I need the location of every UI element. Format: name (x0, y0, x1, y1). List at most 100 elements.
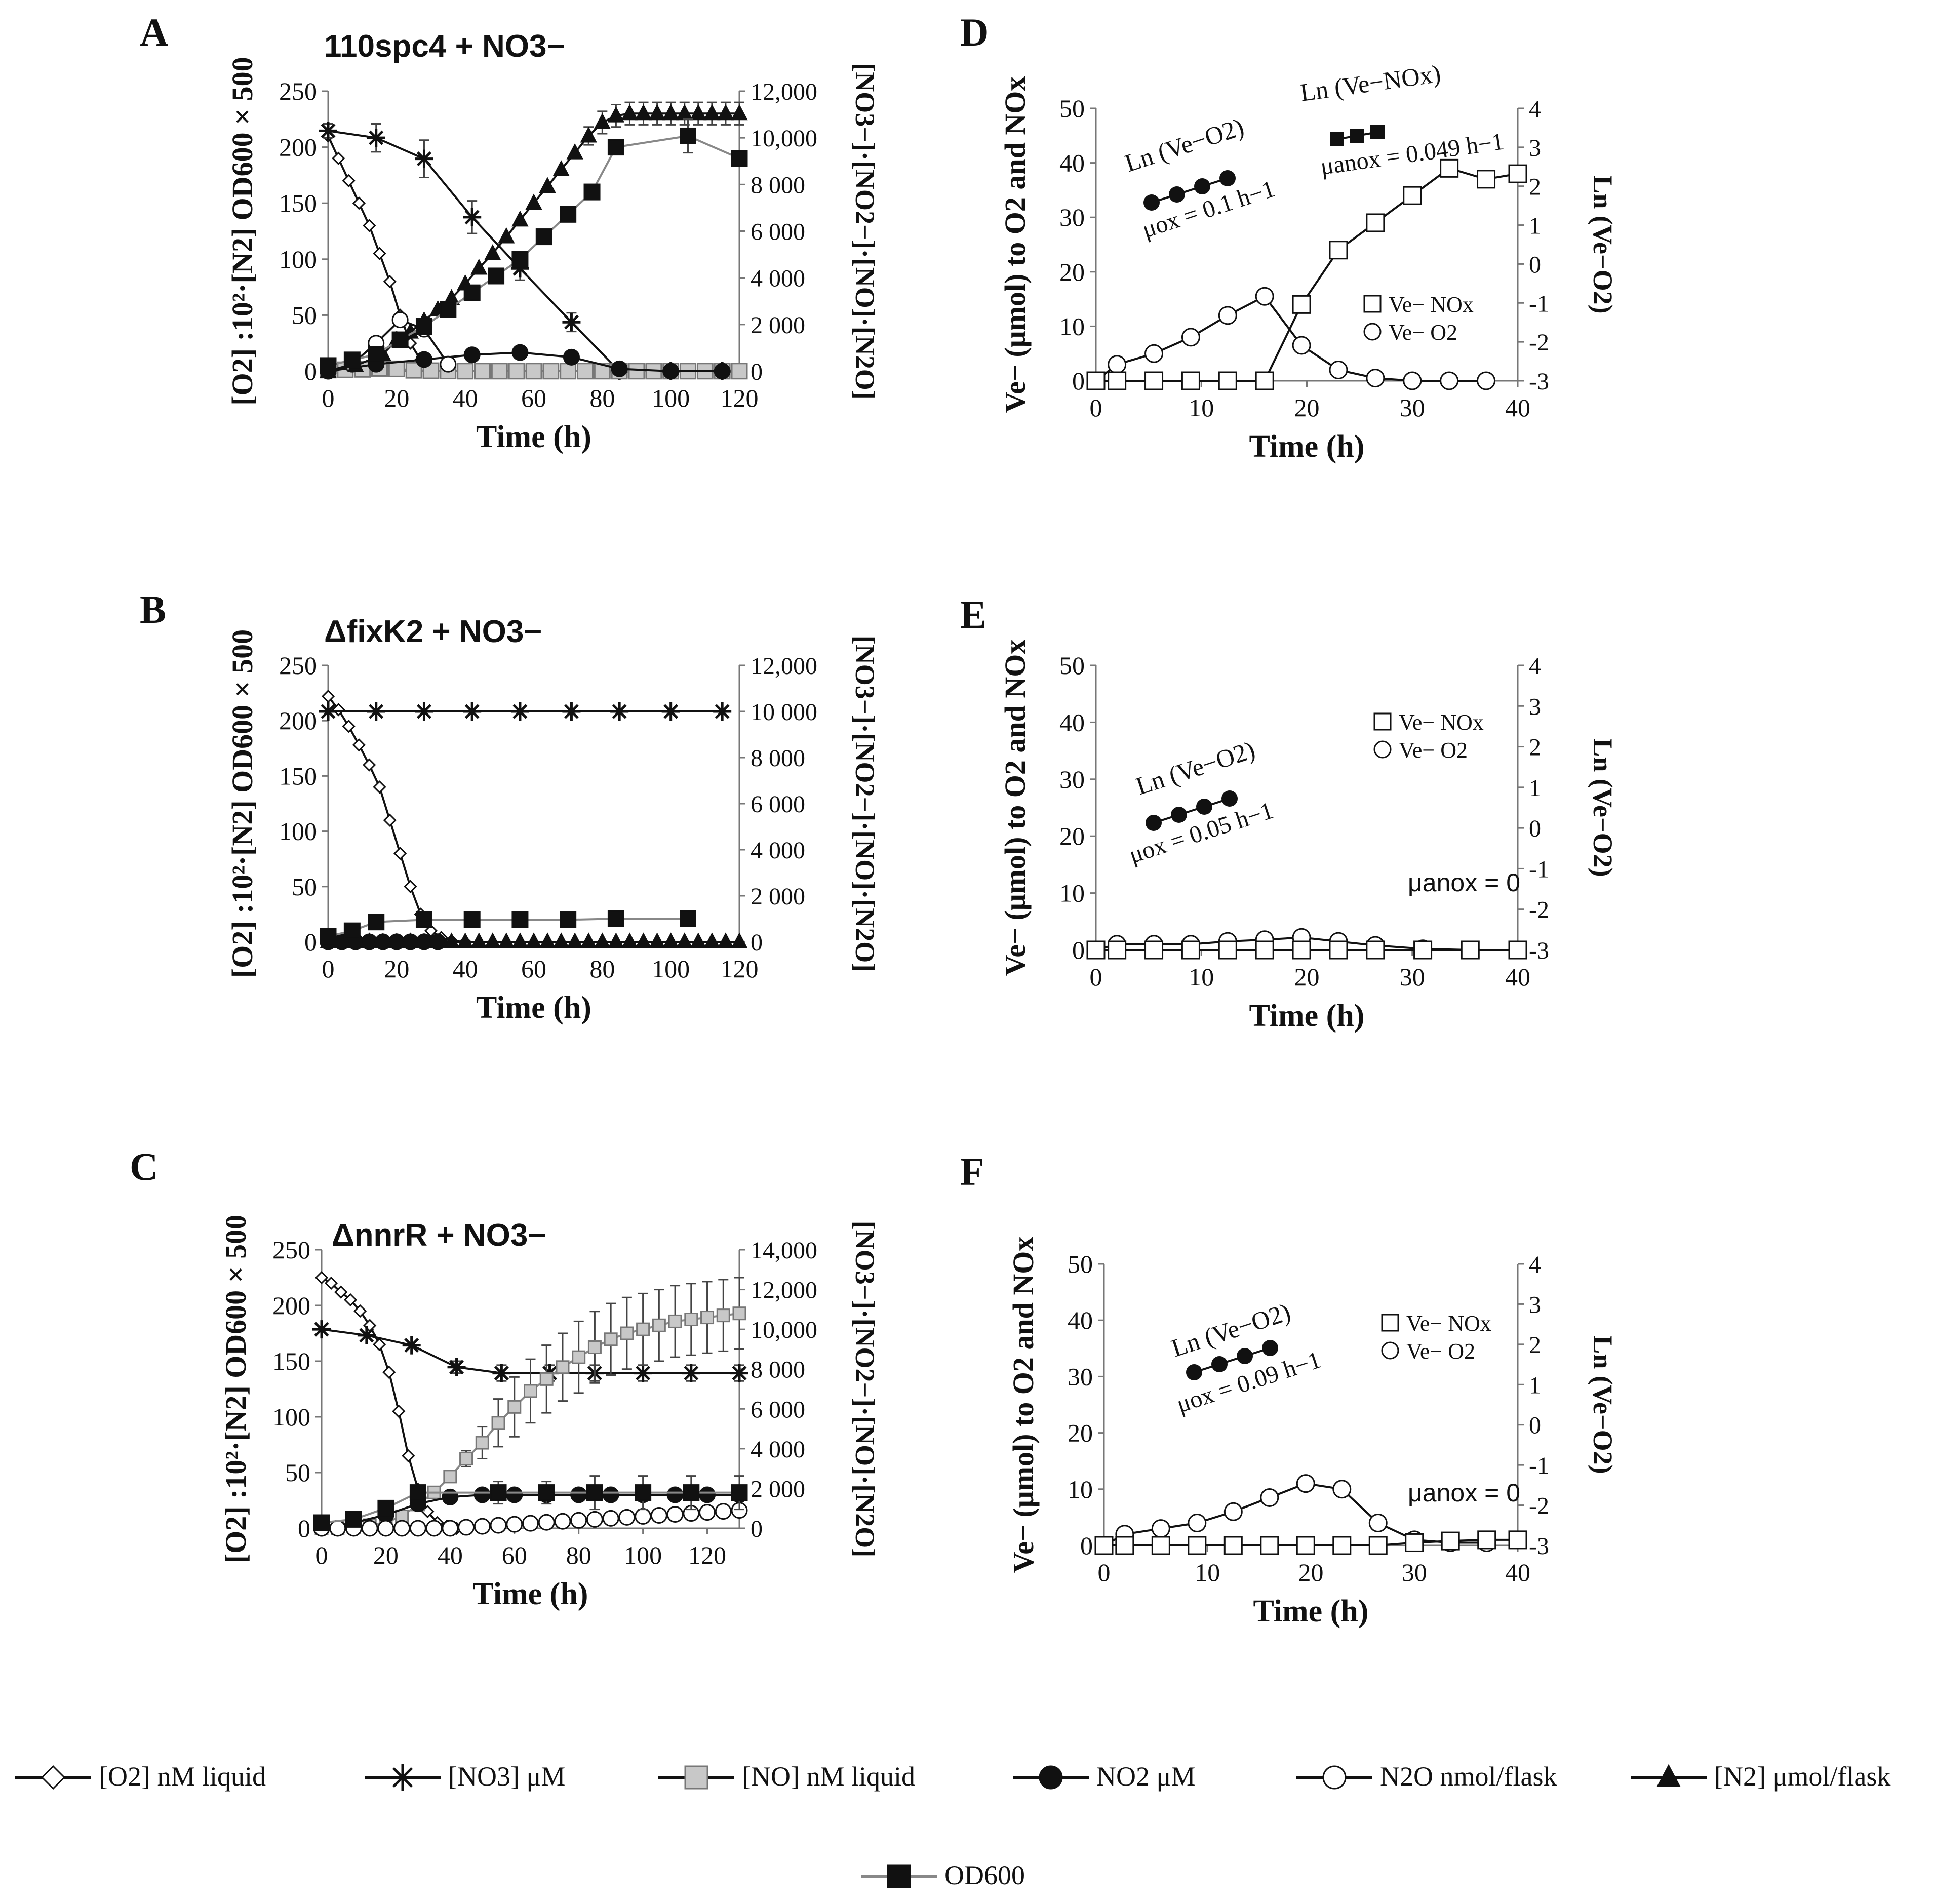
data-point (690, 104, 707, 121)
y-axis-label: Ve− (μmol) to O2 and NOx (999, 76, 1032, 413)
y-tick-label: 40 (1068, 1306, 1093, 1334)
panel-E: E 0 10 20 30 40 0 10 20 30 40 50 -3 -2 -1 0 1 2 3 4 Time (h)… (960, 592, 1618, 1033)
y2-tick-label: 0 (751, 929, 763, 956)
annotation: Ln (Ve−O2)μox = 0.1 h−1 (1121, 112, 1278, 243)
series-od (320, 118, 748, 374)
panel-letter: A (140, 10, 168, 54)
data-point (402, 1336, 421, 1355)
legend-marker (1363, 295, 1382, 313)
y2-tick-label: 4 000 (751, 265, 805, 292)
y2-tick-label: 10,000 (751, 125, 817, 152)
y2-tick-label: 8 000 (751, 172, 805, 199)
data-point (484, 244, 501, 260)
data-point (415, 149, 433, 168)
legend-label: [NO] nM liquid (742, 1761, 915, 1792)
annotation-label: Ln (Ve−O2) (1132, 735, 1258, 800)
data-point (409, 1484, 426, 1501)
y-tick-label: 50 (1068, 1250, 1093, 1278)
y2-tick-label: -2 (1529, 329, 1549, 356)
data-point (666, 1486, 684, 1503)
data-point (731, 363, 748, 380)
data-point (463, 346, 481, 364)
data-point (542, 363, 560, 380)
data-point (363, 219, 376, 232)
data-point (1368, 1536, 1388, 1555)
legend-label: OD600 (944, 1860, 1025, 1890)
data-point (699, 1486, 716, 1503)
series-line (327, 695, 465, 943)
y-tick-label: 0 (1072, 367, 1085, 395)
y2-tick-label: -1 (1529, 1452, 1549, 1479)
y-tick-label: 200 (272, 1291, 310, 1320)
data-point (1508, 940, 1527, 960)
data-point (607, 910, 624, 927)
data-point (1086, 940, 1106, 960)
y-axis-label: Ve− (μmol) to O2 and NOx (1007, 1237, 1040, 1573)
series-line (321, 1328, 739, 1374)
data-point (635, 932, 652, 948)
y-tick-label: 250 (279, 651, 317, 680)
data-point (1413, 940, 1433, 960)
data-point (352, 738, 366, 752)
series-venox (1086, 158, 1527, 390)
data-point (1332, 1480, 1352, 1499)
x-tick-label: 40 (1505, 393, 1530, 422)
data-point (490, 1517, 507, 1534)
data-point (717, 932, 734, 948)
data-point (731, 104, 748, 121)
legend-label: N2O nmol/flask (1380, 1761, 1557, 1792)
data-point (1144, 371, 1164, 390)
data-point (618, 1509, 636, 1526)
data-point (621, 104, 639, 121)
data-point (1508, 1530, 1527, 1550)
data-point (361, 933, 378, 950)
data-point (1181, 371, 1200, 390)
y2-tick-label: 0 (1529, 815, 1541, 842)
y-tick-label: 40 (1059, 708, 1085, 736)
data-point (662, 932, 680, 948)
y2-axis-label: [NO3−]·[NO2−]·[NO]·[N2O] (850, 636, 880, 972)
panel-letter: F (960, 1149, 984, 1194)
data-point (1296, 1536, 1315, 1555)
x-tick-label: 120 (721, 955, 759, 983)
data-point (357, 1326, 376, 1344)
data-point (470, 258, 488, 275)
data-point (583, 183, 601, 201)
y2-tick-label: -1 (1529, 856, 1549, 883)
y2-tick-label: -2 (1529, 1493, 1549, 1520)
legend-marker (1363, 323, 1382, 341)
series-n2o (313, 1502, 748, 1537)
legend-marker-od (887, 1864, 911, 1888)
data-point (491, 363, 508, 380)
data-point (577, 363, 594, 380)
inset-legend: Ve− NOx Ve− O2 (1363, 292, 1474, 345)
data-point (313, 1514, 330, 1531)
data-point (415, 702, 433, 721)
data-point (393, 1520, 411, 1537)
y2-axis-label: Ln (Ve−O2) (1588, 175, 1618, 313)
data-point (602, 1486, 619, 1503)
legend-marker-n2 (1656, 1764, 1681, 1787)
y-tick-label: 10 (1068, 1475, 1093, 1503)
data-point (1151, 1519, 1170, 1538)
data-point (1223, 1502, 1243, 1521)
data-point (377, 1520, 394, 1537)
data-point (352, 196, 366, 210)
data-point (367, 129, 385, 147)
y-tick-label: 30 (1059, 765, 1085, 794)
data-point (447, 1358, 466, 1376)
y-tick-label: 200 (279, 133, 317, 162)
data-point (511, 344, 529, 361)
annotation-marker (1370, 125, 1385, 139)
panel-letter: B (140, 587, 166, 631)
annotation-marker (1330, 132, 1344, 146)
data-point (312, 1320, 331, 1339)
data-point (525, 193, 542, 210)
data-point (1218, 306, 1237, 325)
data-point (1477, 1530, 1496, 1550)
y2-tick-label: 0 (751, 359, 763, 385)
y2-tick-label: 4 000 (751, 1436, 805, 1463)
legend-label: Ve− NOx (1389, 292, 1474, 317)
annotation-marker (1171, 807, 1187, 823)
